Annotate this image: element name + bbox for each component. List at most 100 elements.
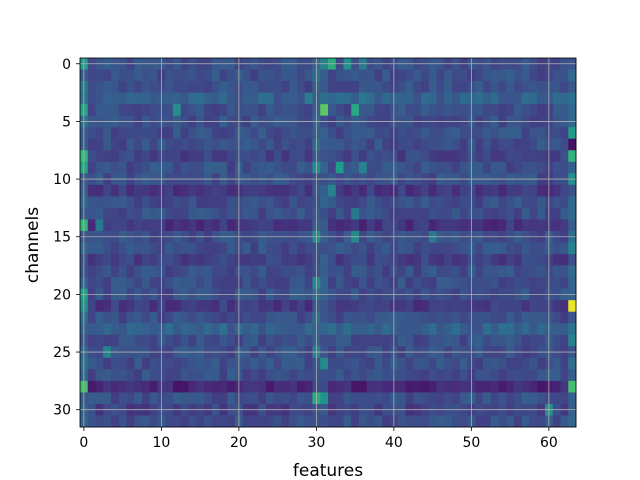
heatmap-cell: [273, 196, 282, 209]
heatmap-cell: [149, 127, 158, 140]
heatmap-cell: [196, 254, 205, 266]
heatmap-cell: [374, 69, 383, 82]
heatmap-cell: [444, 357, 453, 370]
heatmap-cell: [335, 242, 344, 255]
heatmap-cell: [405, 242, 414, 255]
heatmap-cell: [250, 415, 259, 428]
heatmap-cell: [126, 265, 135, 278]
heatmap-cell: [103, 323, 112, 336]
heatmap-cell: [258, 334, 267, 347]
heatmap-cell: [382, 311, 391, 324]
heatmap-cell: [227, 277, 236, 290]
heatmap-cell: [111, 81, 120, 93]
heatmap-cell: [537, 392, 546, 405]
heatmap-cell: [118, 69, 127, 82]
heatmap-cell: [521, 323, 530, 336]
heatmap-cell: [397, 219, 406, 232]
heatmap-cell: [552, 207, 561, 220]
heatmap-cell: [281, 92, 290, 105]
heatmap-cell: [529, 138, 538, 151]
heatmap-cell: [452, 92, 461, 105]
heatmap-cell: [173, 300, 182, 313]
heatmap-cell: [304, 150, 313, 163]
heatmap-cell: [498, 415, 507, 428]
heatmap-cell: [560, 265, 569, 278]
heatmap-cell: [126, 277, 135, 290]
heatmap-cell: [490, 323, 499, 336]
heatmap-cell: [95, 184, 104, 197]
heatmap-cell: [219, 196, 228, 209]
heatmap-cell: [111, 184, 120, 197]
heatmap-cell: [297, 323, 306, 336]
heatmap-cell: [397, 369, 406, 382]
heatmap-cell: [227, 242, 236, 255]
heatmap-cell: [126, 92, 135, 105]
heatmap-cell: [87, 138, 96, 151]
heatmap-cell: [483, 104, 492, 117]
heatmap-cell: [374, 196, 383, 209]
heatmap-cell: [204, 69, 213, 82]
heatmap-cell: [165, 127, 174, 140]
heatmap-cell: [459, 207, 468, 220]
heatmap-cell: [382, 161, 391, 174]
heatmap-cell: [366, 69, 375, 82]
heatmap-cell: [211, 104, 220, 117]
heatmap-cell: [149, 104, 158, 117]
heatmap-cell: [498, 219, 507, 232]
heatmap-cell: [498, 104, 507, 117]
heatmap-cell: [126, 138, 135, 151]
heatmap-cell: [506, 254, 515, 266]
heatmap-cell: [506, 265, 515, 278]
heatmap-cell: [95, 369, 104, 382]
heatmap-cell: [87, 357, 96, 370]
heatmap-cell: [444, 184, 453, 197]
heatmap-cell: [490, 369, 499, 382]
heatmap-cell: [490, 242, 499, 255]
heatmap-cell: [452, 104, 461, 117]
heatmap-cell: [111, 311, 120, 324]
heatmap-cell: [196, 323, 205, 336]
heatmap-cell: [188, 265, 197, 278]
heatmap-cell: [219, 415, 228, 428]
heatmap-cell: [196, 334, 205, 347]
heatmap-cell: [521, 357, 530, 370]
heatmap-cell: [297, 207, 306, 220]
heatmap-cell: [328, 81, 337, 93]
heatmap-cell: [475, 161, 484, 174]
heatmap-cell: [428, 196, 437, 209]
heatmap-cell: [335, 369, 344, 382]
heatmap-cell: [343, 334, 352, 347]
heatmap-cell: [103, 219, 112, 232]
heatmap-cell: [118, 219, 127, 232]
heatmap-cell: [118, 150, 127, 163]
heatmap-cell: [428, 415, 437, 428]
heatmap-cell: [335, 161, 344, 174]
heatmap-cell: [219, 254, 228, 266]
heatmap-cell: [258, 196, 267, 209]
heatmap-cell: [366, 380, 375, 393]
heatmap-cell: [211, 415, 220, 428]
heatmap-cell: [297, 334, 306, 347]
heatmap-cell: [134, 127, 143, 140]
heatmap-cell: [374, 392, 383, 405]
heatmap-cell: [452, 380, 461, 393]
heatmap-cell: [351, 334, 360, 347]
y-tick-label: 5: [62, 114, 71, 130]
heatmap-cell: [266, 127, 275, 140]
heatmap-cell: [529, 127, 538, 140]
heatmap-cell: [273, 300, 282, 313]
heatmap-cell: [134, 357, 143, 370]
heatmap-cell: [568, 92, 577, 105]
heatmap-cell: [514, 150, 523, 163]
heatmap-cell: [514, 184, 523, 197]
heatmap-cell: [134, 92, 143, 105]
heatmap-cell: [258, 254, 267, 266]
heatmap-cell: [250, 254, 259, 266]
heatmap-cell: [242, 265, 251, 278]
heatmap-cell: [273, 184, 282, 197]
heatmap-cell: [273, 334, 282, 347]
heatmap-cell: [103, 369, 112, 382]
heatmap-cell: [142, 277, 151, 290]
heatmap-cell: [180, 196, 189, 209]
heatmap-cell: [304, 323, 313, 336]
